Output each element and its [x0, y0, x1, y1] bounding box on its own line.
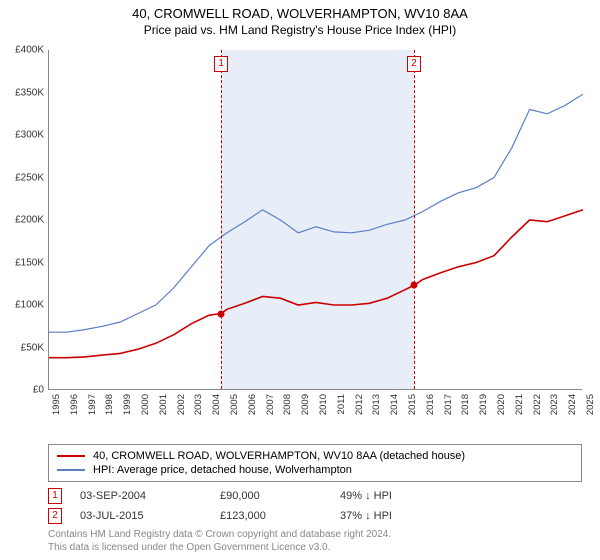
- x-tick-label: 2020: [496, 394, 507, 424]
- legend-item: 40, CROMWELL ROAD, WOLVERHAMPTON, WV10 8…: [57, 449, 573, 463]
- y-tick-label: £100K: [0, 300, 44, 311]
- sale-dot: [218, 310, 225, 317]
- chart-area: 12: [48, 50, 582, 410]
- title-sub: Price paid vs. HM Land Registry's House …: [0, 23, 600, 37]
- series-price_paid: [49, 210, 583, 358]
- footer-line: This data is licensed under the Open Gov…: [48, 541, 391, 554]
- x-tick-label: 2012: [354, 394, 365, 424]
- x-tick-label: 2025: [585, 394, 596, 424]
- chart-container: 40, CROMWELL ROAD, WOLVERHAMPTON, WV10 8…: [0, 0, 600, 560]
- x-tick-label: 2004: [211, 394, 222, 424]
- sale-pct-vs-hpi: 49% ↓ HPI: [340, 490, 460, 502]
- legend-item: HPI: Average price, detached house, Wolv…: [57, 463, 573, 477]
- x-tick-label: 1995: [51, 394, 62, 424]
- x-tick-label: 2024: [567, 394, 578, 424]
- y-tick-label: £200K: [0, 215, 44, 226]
- x-tick-label: 2021: [514, 394, 525, 424]
- title-block: 40, CROMWELL ROAD, WOLVERHAMPTON, WV10 8…: [0, 0, 600, 37]
- x-tick-label: 2000: [140, 394, 151, 424]
- x-tick-label: 2022: [532, 394, 543, 424]
- y-tick-label: £150K: [0, 257, 44, 268]
- x-tick-label: 2017: [443, 394, 454, 424]
- x-tick-label: 2016: [425, 394, 436, 424]
- sale-pct-vs-hpi: 37% ↓ HPI: [340, 510, 460, 522]
- y-tick-label: £350K: [0, 87, 44, 98]
- sale-marker-line: [221, 50, 222, 389]
- plot-region: 12: [48, 50, 582, 390]
- x-tick-label: 2018: [460, 394, 471, 424]
- x-tick-label: 2008: [282, 394, 293, 424]
- legend-swatch: [57, 455, 85, 457]
- legend-label: HPI: Average price, detached house, Wolv…: [93, 464, 352, 476]
- y-tick-label: £0: [0, 385, 44, 396]
- x-tick-label: 1997: [87, 394, 98, 424]
- table-row: 1 03-SEP-2004 £90,000 49% ↓ HPI: [48, 486, 582, 506]
- footer-line: Contains HM Land Registry data © Crown c…: [48, 528, 391, 541]
- sales-table: 1 03-SEP-2004 £90,000 49% ↓ HPI 2 03-JUL…: [48, 486, 582, 526]
- y-tick-label: £250K: [0, 172, 44, 183]
- x-tick-label: 2005: [229, 394, 240, 424]
- y-tick-label: £300K: [0, 130, 44, 141]
- sale-marker-line: [414, 50, 415, 389]
- sale-marker-badge: 2: [48, 508, 62, 524]
- sale-dot: [410, 282, 417, 289]
- series-hpi: [49, 94, 583, 332]
- sale-date: 03-SEP-2004: [80, 490, 220, 502]
- x-tick-label: 1998: [104, 394, 115, 424]
- x-tick-label: 2003: [193, 394, 204, 424]
- x-tick-label: 2010: [318, 394, 329, 424]
- x-tick-label: 2007: [265, 394, 276, 424]
- chart-svg: [49, 50, 583, 390]
- legend: 40, CROMWELL ROAD, WOLVERHAMPTON, WV10 8…: [48, 444, 582, 482]
- x-tick-label: 1999: [122, 394, 133, 424]
- x-tick-label: 2009: [300, 394, 311, 424]
- footer-attribution: Contains HM Land Registry data © Crown c…: [48, 528, 391, 554]
- sale-marker-box: 1: [214, 56, 228, 72]
- x-tick-label: 2001: [158, 394, 169, 424]
- x-tick-label: 2015: [407, 394, 418, 424]
- x-tick-label: 2011: [336, 394, 347, 424]
- x-tick-label: 2006: [247, 394, 258, 424]
- x-tick-label: 2023: [549, 394, 560, 424]
- y-tick-label: £400K: [0, 45, 44, 56]
- x-tick-label: 2013: [371, 394, 382, 424]
- x-tick-label: 2019: [478, 394, 489, 424]
- legend-label: 40, CROMWELL ROAD, WOLVERHAMPTON, WV10 8…: [93, 450, 465, 462]
- sale-marker-box: 2: [407, 56, 421, 72]
- y-tick-label: £50K: [0, 342, 44, 353]
- sale-price: £90,000: [220, 490, 340, 502]
- title-main: 40, CROMWELL ROAD, WOLVERHAMPTON, WV10 8…: [0, 6, 600, 21]
- x-tick-label: 1996: [69, 394, 80, 424]
- x-tick-label: 2002: [176, 394, 187, 424]
- sale-marker-badge: 1: [48, 488, 62, 504]
- table-row: 2 03-JUL-2015 £123,000 37% ↓ HPI: [48, 506, 582, 526]
- sale-date: 03-JUL-2015: [80, 510, 220, 522]
- legend-swatch: [57, 469, 85, 471]
- sale-price: £123,000: [220, 510, 340, 522]
- x-tick-label: 2014: [389, 394, 400, 424]
